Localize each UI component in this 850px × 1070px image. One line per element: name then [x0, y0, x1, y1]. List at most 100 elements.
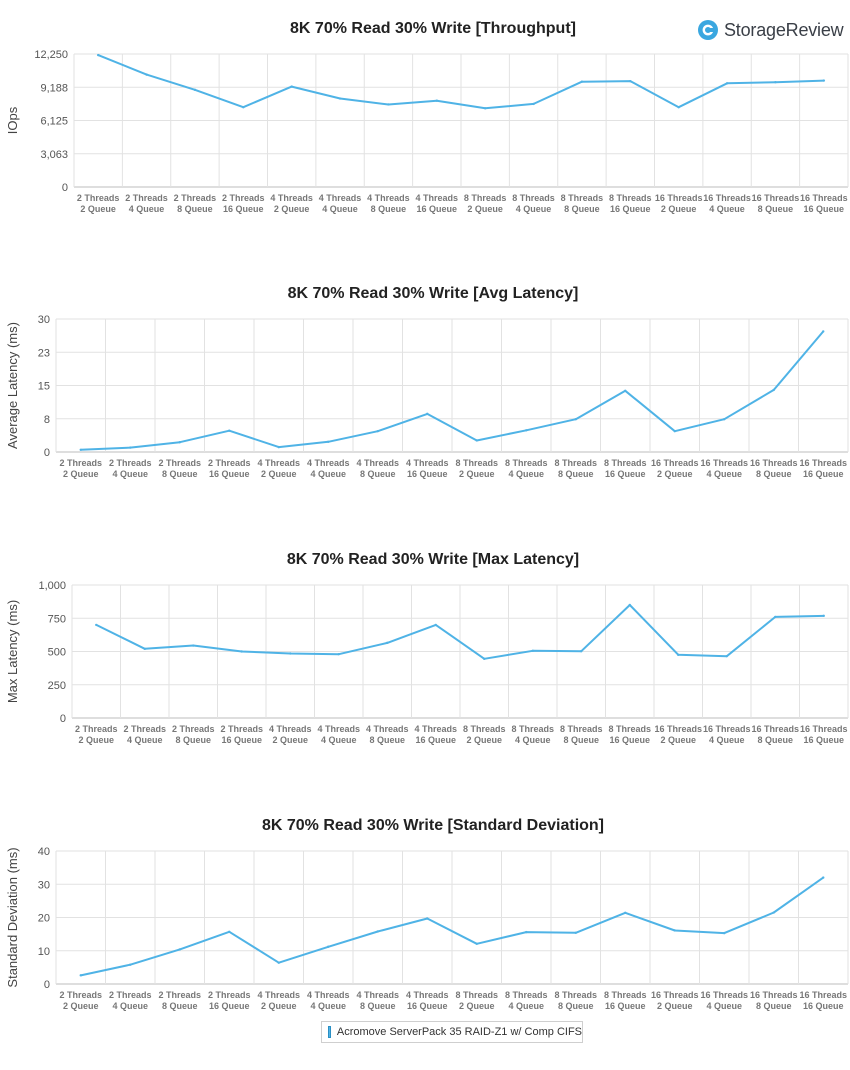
x-tick-label: 16 Queue	[209, 1001, 250, 1011]
x-tick-label: 2 Queue	[63, 1001, 99, 1011]
x-tick-label: 16 Queue	[221, 735, 262, 745]
data-point	[628, 603, 631, 607]
data-point	[772, 388, 775, 392]
x-tick-label: 16 Threads	[800, 724, 848, 734]
x-tick-label: 8 Queue	[756, 1001, 792, 1011]
x-tick-label: 8 Threads	[554, 458, 597, 468]
data-point	[240, 650, 243, 653]
data-point	[525, 930, 528, 934]
y-axis-label: Max Latency (ms)	[5, 600, 20, 703]
x-tick-label: 2 Queue	[459, 469, 495, 479]
x-tick-label: 16 Threads	[655, 193, 703, 203]
x-tick-label: 16 Threads	[651, 990, 699, 1000]
x-tick-label: 4 Threads	[406, 990, 449, 1000]
data-point	[574, 931, 577, 934]
data-point	[629, 79, 632, 83]
x-tick-label: 2 Queue	[466, 735, 502, 745]
chart-title: 8K 70% Read 30% Write [Avg Latency]	[288, 285, 579, 302]
x-tick-label: 4 Queue	[706, 469, 742, 479]
x-tick-label: 16 Threads	[700, 990, 748, 1000]
x-tick-label: 2 Queue	[80, 204, 116, 214]
x-tick-label: 2 Threads	[222, 193, 265, 203]
data-point	[426, 917, 429, 920]
x-tick-label: 8 Queue	[558, 469, 594, 479]
data-point	[228, 429, 231, 432]
x-tick-label: 8 Threads	[604, 458, 647, 468]
x-tick-label: 8 Threads	[505, 458, 548, 468]
chart-legend: Acromove ServerPack 35 RAID-Z1 w/ Comp C…	[321, 1021, 583, 1043]
x-tick-label: 8 Queue	[758, 204, 794, 214]
x-tick-label: 8 Queue	[369, 735, 405, 745]
x-tick-label: 4 Threads	[317, 724, 360, 734]
x-tick-label: 2 Threads	[75, 724, 118, 734]
x-tick-label: 2 Queue	[657, 1001, 693, 1011]
x-tick-label: 2 Threads	[158, 458, 201, 468]
data-point	[129, 963, 132, 966]
y-tick-label: 30	[38, 314, 50, 326]
x-tick-label: 8 Queue	[558, 1001, 594, 1011]
data-point	[725, 82, 729, 85]
x-tick-label: 2 Threads	[77, 193, 120, 203]
data-point	[525, 429, 528, 432]
x-tick-label: 2 Queue	[261, 469, 297, 479]
y-tick-label: 250	[48, 680, 66, 692]
data-point	[143, 647, 146, 651]
x-tick-label: 4 Queue	[310, 469, 346, 479]
data-point	[483, 107, 487, 110]
x-tick-label: 8 Queue	[371, 204, 407, 214]
x-tick-label: 8 Threads	[608, 724, 651, 734]
y-tick-label: 8	[44, 414, 50, 426]
data-point	[822, 614, 825, 618]
legend-swatch	[328, 1026, 331, 1038]
data-point	[475, 439, 478, 442]
x-tick-label: 2 Queue	[459, 1001, 495, 1011]
data-point	[624, 911, 627, 915]
series-line	[80, 330, 825, 451]
x-tick-label: 4 Queue	[709, 204, 745, 214]
x-tick-label: 16 Queue	[605, 469, 646, 479]
data-point	[435, 99, 439, 102]
data-point	[774, 615, 777, 619]
y-tick-label: 0	[44, 447, 50, 459]
data-point	[723, 417, 726, 421]
x-tick-label: 8 Queue	[563, 735, 599, 745]
x-tick-label: 4 Queue	[112, 469, 148, 479]
x-tick-label: 8 Queue	[162, 469, 198, 479]
x-tick-label: 8 Threads	[604, 990, 647, 1000]
x-tick-label: 2 Queue	[78, 735, 114, 745]
x-tick-label: 16 Queue	[415, 735, 456, 745]
x-tick-label: 4 Queue	[310, 1001, 346, 1011]
data-point	[774, 81, 777, 84]
x-tick-label: 8 Queue	[162, 1001, 198, 1011]
data-point	[145, 73, 148, 76]
y-tick-label: 0	[44, 979, 50, 991]
data-point	[673, 929, 676, 932]
data-point	[178, 441, 181, 444]
x-tick-label: 2 Queue	[657, 469, 693, 479]
x-tick-label: 2 Queue	[261, 1001, 297, 1011]
x-tick-label: 16 Queue	[803, 735, 844, 745]
x-tick-label: 4 Threads	[406, 458, 449, 468]
x-tick-label: 16 Threads	[799, 458, 847, 468]
x-tick-label: 16 Queue	[609, 735, 650, 745]
x-tick-label: 2 Threads	[172, 724, 215, 734]
brand-logo: StorageReview	[697, 18, 844, 42]
x-tick-label: 2 Queue	[660, 735, 696, 745]
x-tick-label: 4 Threads	[307, 458, 350, 468]
x-tick-label: 4 Queue	[706, 1001, 742, 1011]
chart-title: 8K 70% Read 30% Write [Max Latency]	[287, 551, 579, 568]
y-axis-label: IOps	[5, 106, 20, 134]
y-tick-label: 30	[38, 879, 50, 891]
x-tick-label: 16 Threads	[750, 990, 798, 1000]
y-tick-label: 9,188	[40, 82, 68, 94]
x-tick-label: 2 Queue	[63, 469, 99, 479]
x-tick-label: 2 Threads	[158, 990, 201, 1000]
y-tick-label: 500	[48, 647, 66, 659]
x-tick-label: 4 Threads	[414, 724, 457, 734]
x-tick-label: 4 Threads	[356, 990, 399, 1000]
data-point	[483, 657, 486, 661]
chart-title: 8K 70% Read 30% Write [Throughput]	[290, 20, 576, 37]
x-tick-label: 4 Queue	[321, 735, 357, 745]
x-tick-label: 8 Queue	[564, 204, 600, 214]
x-tick-label: 4 Threads	[269, 724, 312, 734]
